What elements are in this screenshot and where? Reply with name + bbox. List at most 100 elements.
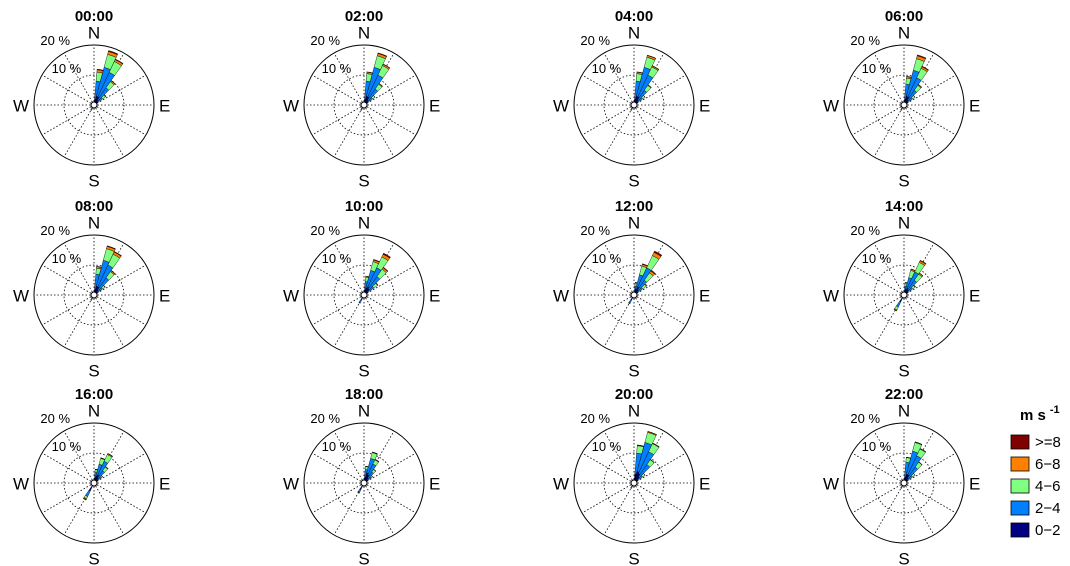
spoke	[851, 482, 905, 514]
wind-rose: 10 % 20 % 06:00N E S W	[823, 8, 980, 191]
outer-ring	[33, 234, 155, 356]
spoke	[581, 74, 635, 106]
wedge	[105, 466, 109, 469]
wedge	[360, 109, 362, 111]
chart-title: 18:00	[345, 386, 383, 403]
chart-title: 20:00	[615, 386, 653, 403]
wind-rose: 10 % 20 % 20:00N E S W	[553, 386, 710, 566]
chart-title: 14:00	[885, 198, 923, 215]
ring-label: 20 %	[580, 411, 610, 426]
calm-circle	[900, 291, 908, 299]
spoke	[41, 294, 95, 326]
wedge	[382, 266, 389, 272]
spoke	[93, 264, 147, 296]
wedge	[371, 475, 373, 478]
spoke	[363, 52, 395, 106]
calm-circle	[630, 291, 638, 299]
wind-rose: 10 % 20 % 14:00N E S W	[823, 198, 980, 381]
spoke	[63, 294, 95, 348]
wedge	[108, 50, 119, 55]
compass-label: S	[628, 171, 639, 190]
wedge	[900, 109, 902, 111]
wedge	[918, 461, 923, 465]
legend-title: m s -1	[1020, 404, 1060, 424]
ring-label: 10 %	[862, 439, 892, 454]
grid-ring	[333, 452, 395, 514]
compass-label: S	[358, 171, 369, 190]
compass-label: W	[823, 96, 839, 115]
spoke	[633, 452, 687, 484]
compass-label: E	[969, 96, 980, 115]
spoke	[363, 294, 395, 348]
spoke	[363, 430, 395, 484]
wedge	[651, 65, 660, 70]
spoke	[633, 294, 665, 348]
chart-title: 08:00	[75, 198, 113, 215]
compass-label: W	[13, 286, 29, 305]
outer-ring	[303, 234, 425, 356]
spoke	[603, 242, 635, 296]
compass-label: S	[898, 549, 909, 566]
wedge	[114, 58, 124, 65]
spoke	[633, 482, 665, 536]
ring-label: 20 %	[40, 33, 70, 48]
wedge	[630, 109, 632, 111]
compass-label: W	[283, 474, 299, 493]
grid-ring	[333, 264, 395, 326]
spoke	[63, 104, 95, 158]
wedge	[920, 448, 926, 452]
compass-label: E	[159, 474, 170, 493]
spoke	[903, 452, 957, 484]
ring-label: 20 %	[310, 411, 340, 426]
spoke	[93, 242, 125, 296]
compass-label: N	[358, 23, 370, 42]
wind-rose: 10 % 20 % 12:00N E S W	[553, 198, 710, 381]
compass-label: W	[553, 286, 569, 305]
grid-ring	[63, 74, 125, 136]
ring-label: 10 %	[52, 61, 82, 76]
wedge	[893, 308, 897, 312]
ring-label: 20 %	[580, 33, 610, 48]
ring-label: 20 %	[310, 33, 340, 48]
wedge	[377, 52, 388, 57]
grid-ring	[333, 74, 395, 136]
spoke	[63, 482, 95, 536]
wedge	[628, 302, 631, 304]
wind-rose: 10 % 20 % 18:00N E S W	[283, 386, 440, 566]
chart-title: 16:00	[75, 386, 113, 403]
spoke	[903, 104, 935, 158]
spoke	[903, 52, 935, 106]
wind-rose: 10 % 20 % 22:00N E S W	[823, 386, 980, 566]
wedge	[382, 252, 391, 259]
spoke	[311, 104, 365, 136]
legend-title-text: m s	[1020, 407, 1046, 424]
chart-title: 06:00	[885, 8, 923, 25]
compass-label: N	[898, 213, 910, 232]
ring-label: 20 %	[850, 223, 880, 238]
spoke	[873, 52, 905, 106]
outer-ring	[33, 44, 155, 166]
wind-rose: 10 % 20 % 00:00N E S W	[13, 8, 170, 191]
ring-label: 10 %	[592, 439, 622, 454]
legend-swatch	[1010, 522, 1030, 538]
ring-label: 10 %	[322, 251, 352, 266]
wedge	[382, 63, 391, 69]
spoke	[851, 104, 905, 136]
compass-label: S	[628, 549, 639, 566]
wedge	[650, 269, 656, 275]
spoke	[93, 452, 147, 484]
legend-swatch	[1010, 478, 1030, 494]
spoke	[363, 74, 417, 106]
compass-label: N	[628, 213, 640, 232]
spoke	[41, 104, 95, 136]
compass-label: N	[628, 401, 640, 420]
spoke	[93, 104, 125, 158]
compass-label: N	[898, 23, 910, 42]
compass-label: W	[13, 96, 29, 115]
calm-circle	[90, 479, 98, 487]
compass-label: W	[823, 286, 839, 305]
wedge	[650, 459, 655, 463]
spoke	[633, 242, 665, 296]
grid-ring	[873, 74, 935, 136]
spoke	[63, 430, 95, 484]
